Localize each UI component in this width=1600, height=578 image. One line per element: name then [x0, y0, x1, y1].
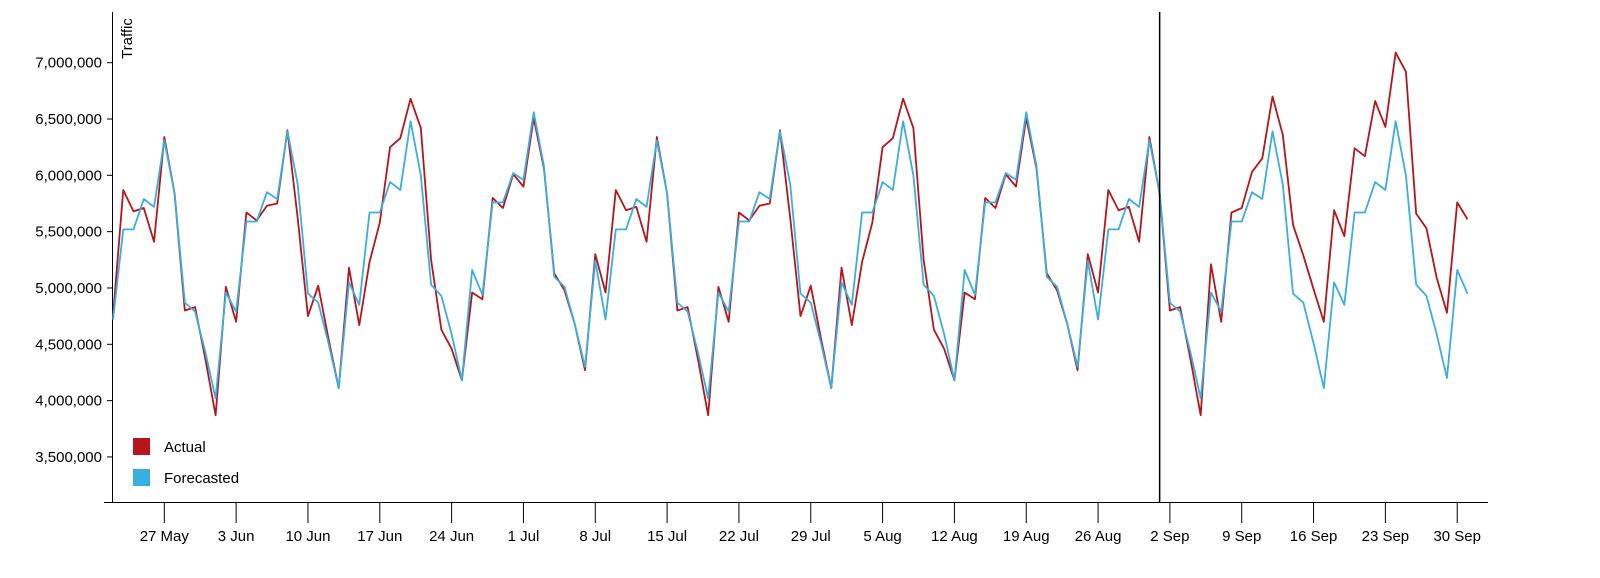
y-tick-label: 5,500,000 [35, 224, 102, 241]
x-tick-label: 5 Aug [863, 528, 901, 545]
y-axis: 3,500,000 4,000,000 4,500,000 5,000,000 5,50… [35, 12, 113, 502]
x-tick-label: 12 Aug [931, 528, 978, 545]
legend-swatch [133, 438, 150, 455]
x-tick-label: 3 Jun [218, 528, 255, 545]
plot-area [112, 12, 1469, 502]
x-tick-label: 19 Aug [1003, 528, 1050, 545]
x-tick-label: 27 May [140, 528, 190, 545]
y-tick-label: 4,000,000 [35, 393, 102, 410]
series-line-forecasted [112, 111, 1469, 400]
legend: Actual Forecasted [133, 438, 239, 487]
x-tick-label: 16 Sep [1290, 528, 1338, 545]
x-tick-label: 30 Sep [1433, 528, 1481, 545]
y-tick-label: 3,500,000 [35, 449, 102, 466]
x-tick-label: 26 Aug [1075, 528, 1122, 545]
x-tick-label: 15 Jul [647, 528, 687, 545]
y-tick-label: 6,500,000 [35, 111, 102, 128]
legend-label: Forecasted [164, 470, 239, 487]
x-tick-label: 23 Sep [1362, 528, 1410, 545]
x-tick-label: 22 Jul [719, 528, 759, 545]
x-tick-label: 17 Jun [357, 528, 402, 545]
series-line-actual [112, 51, 1469, 417]
y-tick-label: 4,500,000 [35, 336, 102, 353]
y-tick-label: 6,000,000 [35, 167, 102, 184]
x-tick-label: 24 Jun [429, 528, 474, 545]
x-tick-label: 1 Jul [508, 528, 540, 545]
y-tick-label: 7,000,000 [35, 55, 102, 72]
x-tick-label: 8 Jul [579, 528, 611, 545]
x-tick-label: 29 Jul [791, 528, 831, 545]
x-tick-label: 2 Sep [1150, 528, 1189, 545]
x-axis: 27 May 3 Jun 10 Jun 17 Jun 24 Jun 1 Jul 8 Jul 1… [104, 502, 1488, 545]
legend-label: Actual [164, 439, 206, 456]
legend-swatch [133, 469, 150, 486]
x-tick-label: 10 Jun [285, 528, 330, 545]
y-axis-label: Traffic [119, 18, 136, 59]
x-tick-label: 9 Sep [1222, 528, 1261, 545]
y-tick-label: 5,000,000 [35, 280, 102, 297]
